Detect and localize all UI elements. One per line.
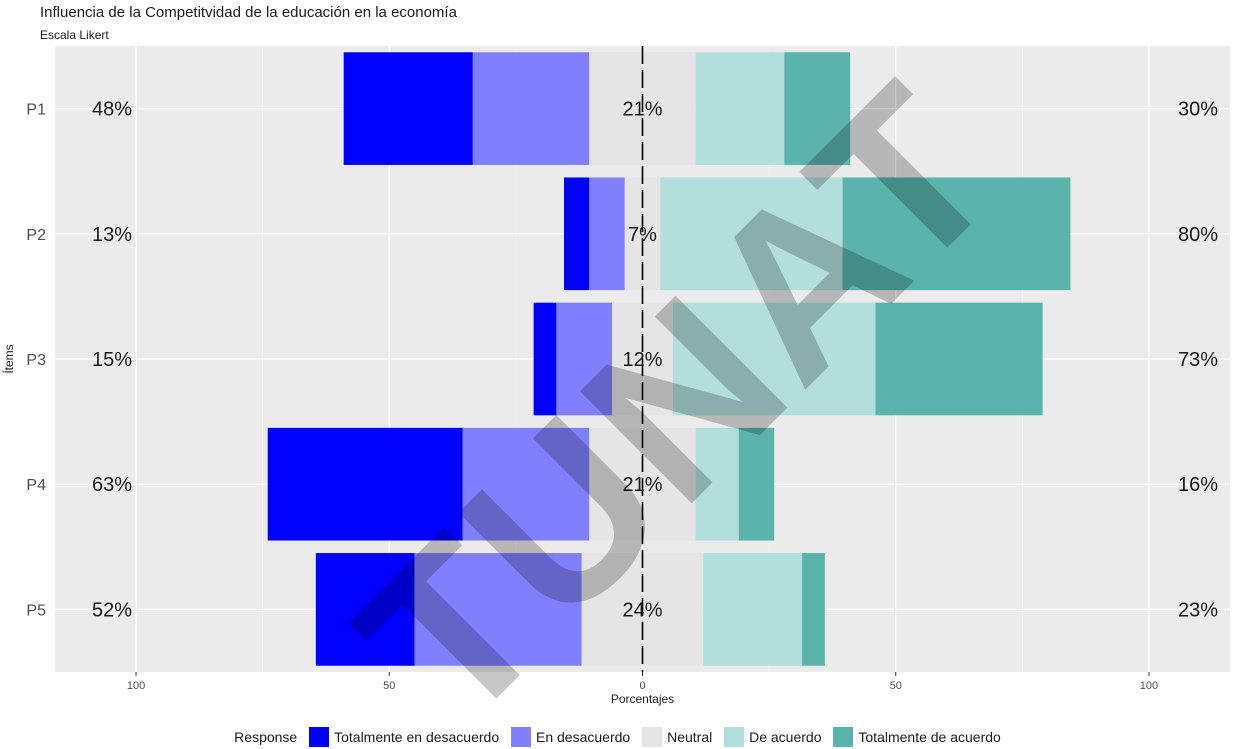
x-axis-title: Porcentajes <box>611 692 674 706</box>
y-tick-label: P2 <box>26 227 46 244</box>
bar-p2-series-1 <box>589 177 625 291</box>
right-pct-label: 16% <box>1178 474 1218 496</box>
legend-item-totalmente-de-acuerdo: Totalmente de acuerdo <box>833 727 1001 747</box>
bar-p3-series-4 <box>875 302 1043 416</box>
center-pct-label: 24% <box>622 599 662 621</box>
legend-label: Totalmente de acuerdo <box>858 729 1001 745</box>
right-pct-label: 73% <box>1178 349 1218 371</box>
x-tick-label: 50 <box>383 680 395 692</box>
bar-p3-series-1 <box>556 302 613 416</box>
y-tick-label: P1 <box>26 102 46 119</box>
x-tick-label: 100 <box>127 680 145 692</box>
y-tick-label: P4 <box>26 477 46 494</box>
legend: Response Totalmente en desacuerdo En des… <box>0 727 1243 747</box>
bar-p4-series-1 <box>462 427 590 541</box>
legend-key <box>833 727 854 747</box>
center-pct-label: 12% <box>622 349 662 371</box>
right-pct-label: 80% <box>1178 224 1218 246</box>
right-pct-label: 30% <box>1178 99 1218 121</box>
bar-p3-series-0 <box>533 302 557 416</box>
bar-p5-series-1 <box>414 553 582 666</box>
left-pct-label: 13% <box>92 224 132 246</box>
bar-p2-series-0 <box>563 177 590 291</box>
legend-item-de-acuerdo: De acuerdo <box>724 727 822 747</box>
likert-chart: 48% 21% 30% P1 13% 7% 80% P2 15% 12% 73% P3 63% 21% 16… <box>1 46 1230 706</box>
legend-label: Totalmente en desacuerdo <box>334 729 500 745</box>
bar-p4-series-3 <box>695 427 739 541</box>
left-pct-label: 63% <box>92 474 132 496</box>
bar-p1-series-0 <box>343 52 473 165</box>
center-pct-label: 7% <box>628 224 657 246</box>
chart-title: Influencia de la Competitvidad de la edu… <box>40 4 457 21</box>
legend-key <box>309 727 330 747</box>
left-pct-label: 52% <box>92 599 132 621</box>
legend-key <box>642 727 663 747</box>
bar-p5-series-4 <box>802 553 825 666</box>
y-tick-label: P3 <box>26 352 46 369</box>
bar-p2-series-3 <box>660 177 843 291</box>
bar-p5-series-0 <box>315 553 415 666</box>
bar-p3-series-3 <box>672 302 876 416</box>
bar-p2-series-4 <box>842 177 1071 291</box>
legend-label: Neutral <box>667 729 713 745</box>
legend-label: En desacuerdo <box>536 729 631 745</box>
legend-label: De acuerdo <box>749 729 822 745</box>
bar-p4-series-0 <box>267 427 463 541</box>
right-pct-label: 23% <box>1178 599 1218 621</box>
center-pct-label: 21% <box>622 99 662 121</box>
bar-p1-series-1 <box>472 52 590 165</box>
y-tick-label: P5 <box>26 602 46 619</box>
legend-item-neutral: Neutral <box>642 727 712 747</box>
bar-p4-series-4 <box>738 427 775 541</box>
x-tick-label: 0 <box>639 680 645 692</box>
x-tick-label: 100 <box>1140 680 1158 692</box>
chart-subtitle: Escala Likert <box>40 28 109 42</box>
x-tick-label: 50 <box>890 680 902 692</box>
bar-p1-series-4 <box>784 52 851 165</box>
left-pct-label: 48% <box>92 99 132 121</box>
bar-p5-series-3 <box>703 553 803 666</box>
legend-item-totalmente-en-desacuerdo: Totalmente en desacuerdo <box>309 727 499 747</box>
legend-title: Response <box>234 729 298 745</box>
legend-key <box>511 727 531 747</box>
center-pct-label: 21% <box>622 474 662 496</box>
legend-key <box>724 727 745 747</box>
bar-p1-series-3 <box>695 52 785 165</box>
left-pct-label: 15% <box>92 349 132 371</box>
legend-item-en-desacuerdo: En desacuerdo <box>511 727 630 747</box>
y-axis-title: Ítems <box>1 344 16 373</box>
